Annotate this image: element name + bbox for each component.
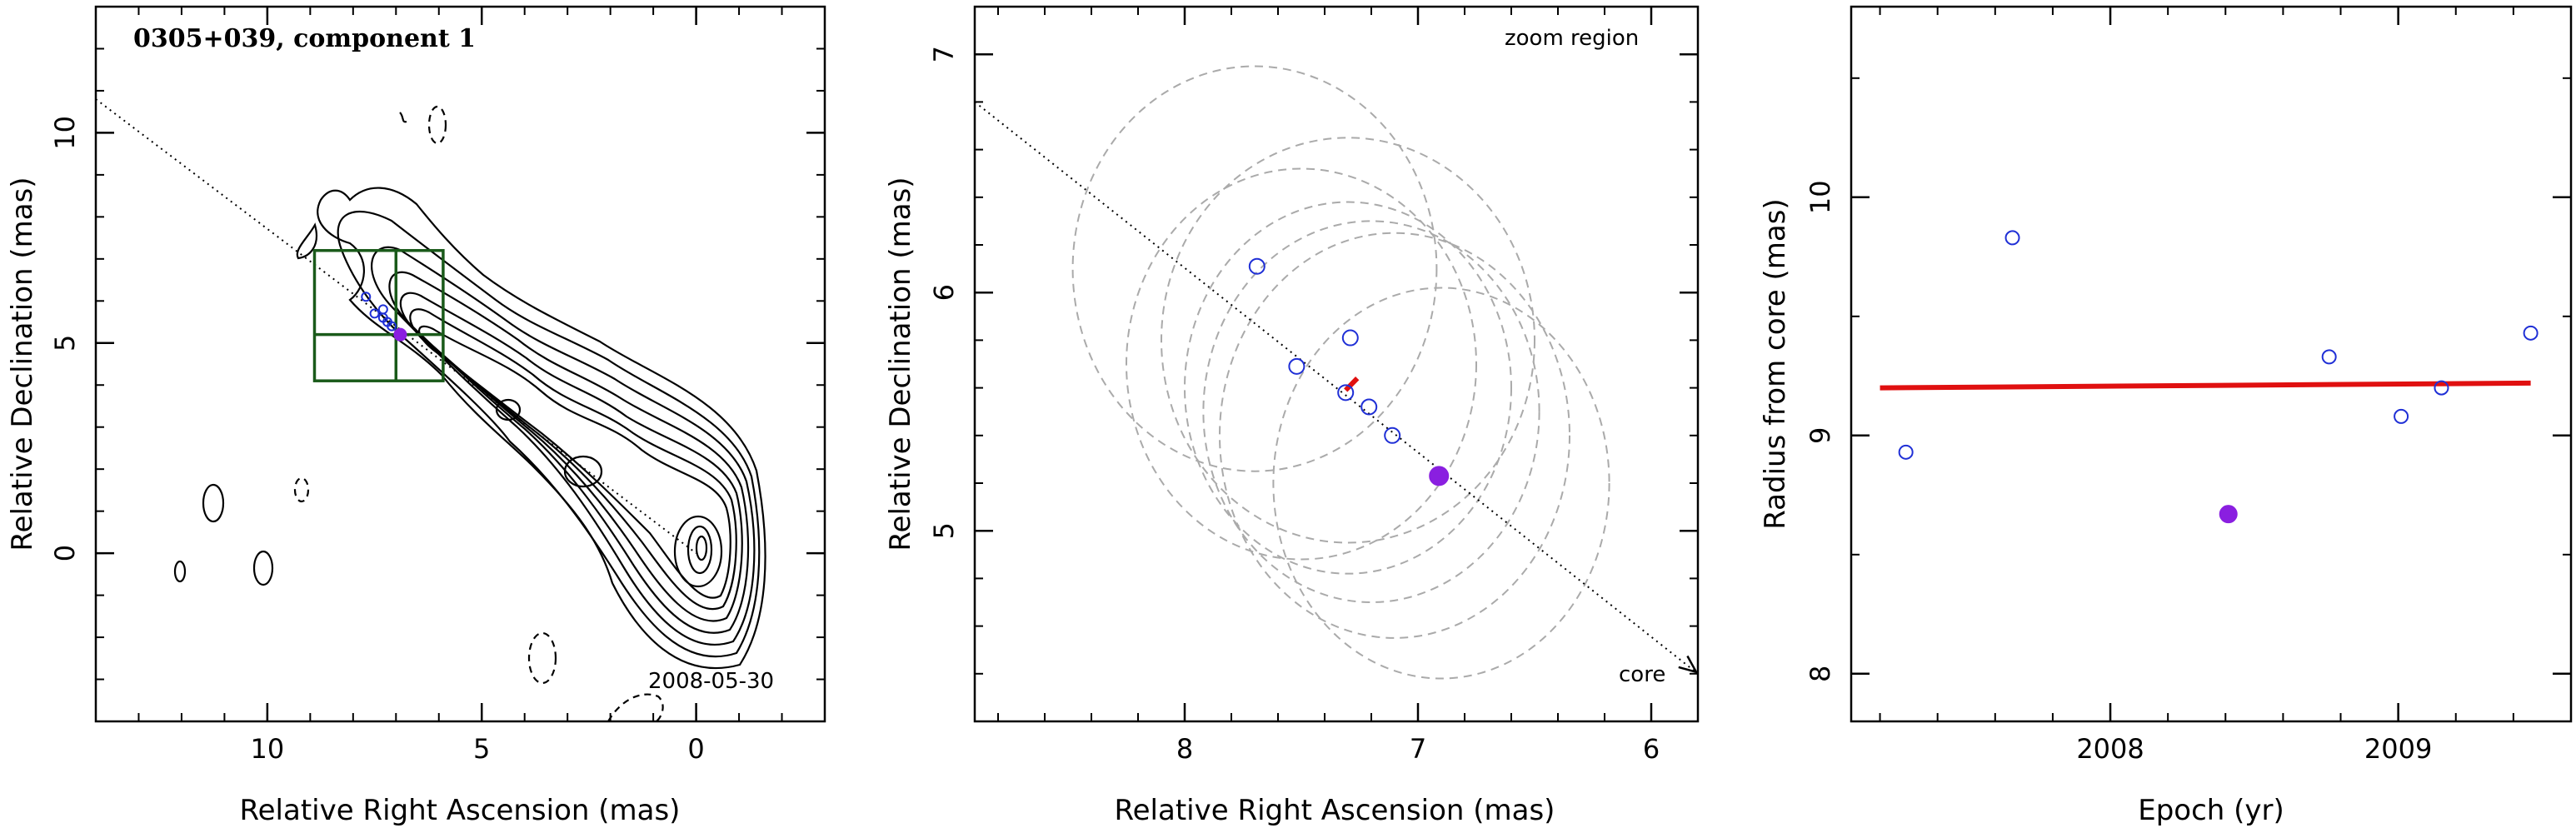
beam-ellipse [1272,287,1610,680]
contour [563,455,603,488]
zoom-region-label: zoom region [1505,26,1639,51]
x-tick-label: 2008 [2076,733,2144,765]
arrowhead-icon [1678,655,1699,674]
plot-frame-2 [973,5,1700,723]
direction-arrow-line [975,101,1698,675]
panel-1-title: 0305+039, component 1 [133,24,476,53]
filled-data-point [393,327,407,342]
beam-ellipse [1071,65,1438,472]
open-data-point [387,321,397,332]
core-label: core [1619,662,1665,687]
y-tick-label: 0 [49,545,81,561]
fit-line [1880,380,2531,391]
beam-ellipse [1219,232,1570,639]
beam-ellipse [1161,137,1535,544]
plot-frame-1 [94,5,826,723]
tick-marks-2 [975,6,1699,722]
y-tick-label: 6 [928,284,960,301]
markers-1 [361,292,407,342]
open-data-point [2394,408,2409,424]
contour [173,560,187,583]
contour [686,525,713,575]
tick-labels-1: 10 5 0 0 5 10 [49,116,705,765]
x-tick-label: 7 [1410,733,1426,765]
filled-data-point [2219,505,2238,524]
open-data-point [377,304,388,315]
y-tick-label: 5 [49,335,81,352]
open-data-point [1288,357,1305,375]
open-data-point [2434,380,2449,396]
fit-segment [1344,377,1360,392]
contour [252,550,274,586]
markers-3 [1898,230,2539,524]
beam-ellipse [1126,167,1477,561]
panel-radius-epoch: 2008 2009 8 9 10 Epoch (yr) Radius from core… [1759,5,2573,827]
open-data-point [1248,257,1266,275]
x-tick-label: 10 [251,733,285,765]
x-tick-label: 6 [1643,733,1660,765]
panel-zoom-region: zoom region core 8 7 6 5 6 7 Relative Right A… [884,5,1700,827]
tick-marks-1 [95,6,826,722]
y-tick-label: 7 [928,46,960,62]
open-data-point [2004,230,2020,246]
open-data-point [2321,349,2337,365]
contour [673,515,723,588]
y-axis-label-3: Radius from core (mas) [1759,198,1792,529]
open-data-point [1898,444,1914,460]
negative-contour [527,631,557,685]
epoch-annotation: 2008-05-30 [648,669,774,694]
beam-ellipse [1202,220,1540,604]
contour [388,271,750,634]
x-axis-label-3: Epoch (yr) [2138,794,2284,827]
tick-marks-3 [1851,7,2572,721]
y-tick-label: 9 [1805,427,1836,444]
open-data-point [1341,329,1359,347]
negative-contour [607,693,664,721]
plot-frame-3 [1850,5,2573,723]
contour [371,246,756,646]
tick-labels-2: 8 7 6 5 6 7 [928,46,1660,765]
beam-ellipses [1071,65,1610,680]
open-data-point [369,308,380,319]
y-tick-label: 5 [928,522,960,539]
tick-labels-3: 2008 2009 8 9 10 [1805,180,2432,765]
y-tick-label: 8 [1805,666,1836,682]
zoom-box [312,248,445,382]
y-tick-label: 10 [49,116,81,150]
open-data-point [2523,325,2539,341]
contour [495,398,522,421]
negative-contour [427,105,447,145]
open-data-point [361,292,372,302]
beam-ellipse [1184,201,1512,575]
contour [695,535,708,561]
direction-arrow [975,101,1699,675]
contour [202,483,225,523]
filled-data-point [1429,466,1450,486]
contour [399,112,407,123]
y-axis-label-1: Relative Declination (mas) [6,177,39,551]
open-data-point [1384,426,1401,444]
x-axis-label-1: Relative Right Ascension (mas) [240,794,681,827]
x-tick-label: 8 [1176,733,1193,765]
x-tick-label: 0 [687,733,704,765]
open-data-point [1337,384,1355,402]
contour [296,222,317,260]
x-tick-label: 2009 [2364,733,2432,765]
zoom-box-frame [312,248,445,382]
x-tick-label: 5 [473,733,490,765]
y-axis-label-2: Relative Declination (mas) [884,177,917,551]
markers-2 [1248,257,1450,486]
contour-group [173,105,766,721]
x-axis-label-2: Relative Right Ascension (mas) [1115,794,1555,827]
open-data-point [1360,398,1378,416]
panel-contour-map: 0305+039, component 1 2008-05-30 10 5 0051… [6,5,826,827]
contour [317,187,766,670]
y-tick-label: 10 [1805,180,1836,214]
negative-contour [293,476,310,503]
